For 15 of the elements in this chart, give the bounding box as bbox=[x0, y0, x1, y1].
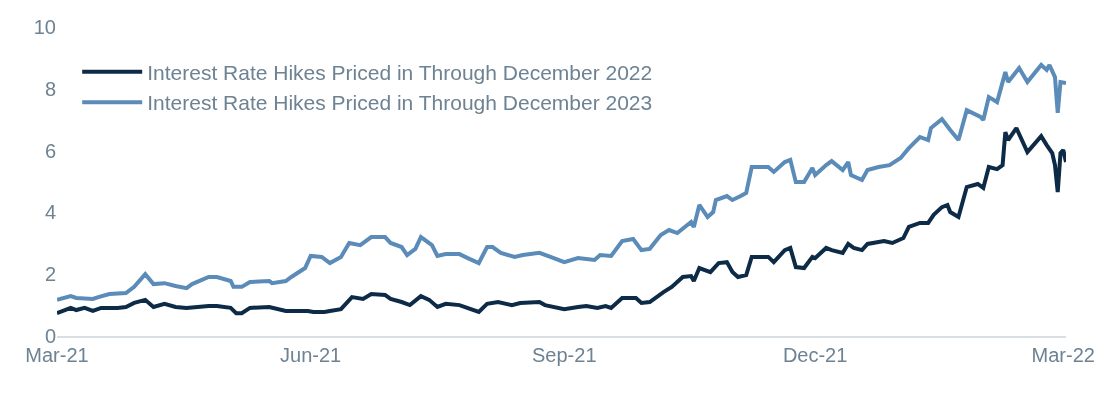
y-tick-label: 4 bbox=[44, 201, 56, 224]
y-tick-label: 2 bbox=[44, 263, 56, 286]
line-series bbox=[57, 63, 1066, 302]
y-tick-label: 10 bbox=[33, 16, 56, 38]
x-tick-label: Mar-21 bbox=[25, 344, 89, 366]
legend-label: Interest Rate Hikes Priced in Through December 2023 bbox=[147, 91, 653, 115]
x-tick-label: Sep-21 bbox=[532, 344, 597, 366]
legend-label: Interest Rate Hikes Priced in Through December 2022 bbox=[147, 61, 653, 85]
line-series bbox=[57, 126, 1066, 316]
y-tick-label: 8 bbox=[44, 77, 56, 100]
x-tick-label: Jun-21 bbox=[280, 344, 342, 366]
y-tick-label: 6 bbox=[44, 139, 56, 162]
y-tick-label: 0 bbox=[44, 325, 56, 347]
x-tick-label: Mar-22 bbox=[1031, 344, 1095, 366]
x-tick-label: Dec-21 bbox=[782, 344, 848, 366]
